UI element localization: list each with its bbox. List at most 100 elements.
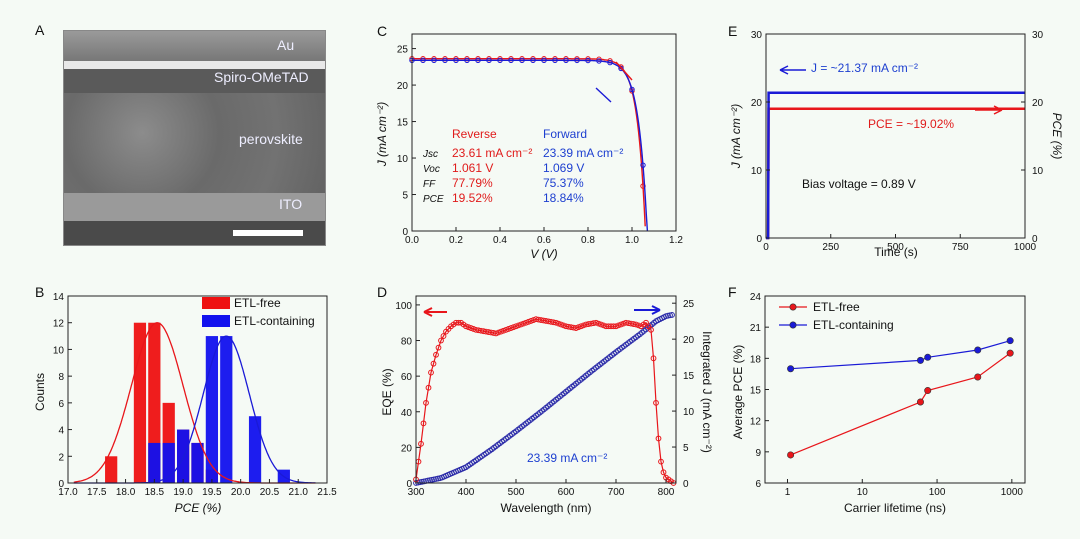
eqe-marker xyxy=(573,325,579,331)
panel-b-xtick-label: 18.0 xyxy=(116,487,136,498)
jv-forward-marker xyxy=(508,57,514,64)
jv-forward-marker xyxy=(420,57,426,64)
eqe-marker xyxy=(463,323,469,330)
perovskite-layer xyxy=(64,93,325,193)
j-trace xyxy=(766,91,1025,240)
panel-c-ytick-label: 0 xyxy=(402,227,408,238)
bar-etl-containing xyxy=(148,442,161,483)
bar-etl-free xyxy=(105,456,118,483)
eqe-marker xyxy=(438,337,444,344)
panel-e-xlabel: Time (s) xyxy=(874,245,918,259)
jv-forward-marker xyxy=(497,57,503,64)
panel-b-ytick-label: 12 xyxy=(53,319,65,330)
panel-d-y2tick-label: 5 xyxy=(683,443,689,454)
eqe-marker xyxy=(653,399,659,406)
panel-c-ytick-label: 10 xyxy=(397,154,409,165)
spiro-layer xyxy=(64,69,325,93)
eqe-marker xyxy=(423,399,429,406)
j-annotation: J = ~21.37 mA cm⁻² xyxy=(811,61,918,75)
panel-f-ytick-label: 21 xyxy=(750,323,762,334)
panel-b-frame xyxy=(67,295,328,484)
jv-forward-marker xyxy=(574,57,580,64)
jv-forward-marker xyxy=(453,57,459,64)
ito-layer xyxy=(64,193,325,221)
eqe-marker xyxy=(513,323,519,330)
point-etl-containing xyxy=(916,356,924,364)
table-value-forward: 75.37% xyxy=(543,176,584,190)
panel-f-ytick-label: 18 xyxy=(750,354,762,365)
point-etl-containing xyxy=(974,346,982,354)
panel-d-y2tick-label: 0 xyxy=(683,479,689,490)
eqe-marker xyxy=(523,319,529,326)
point-etl-free xyxy=(974,373,982,381)
panel-c-ytick-label: 5 xyxy=(402,191,408,202)
panel-c-xtick-label: 0.0 xyxy=(405,235,419,246)
panel-f-ytick-label: 9 xyxy=(755,448,761,459)
panel-d-xtick-label: 800 xyxy=(658,487,675,498)
panel-f-ytick-label: 15 xyxy=(750,386,762,397)
jv-forward-marker xyxy=(607,59,613,66)
panel-c-ytick-label: 25 xyxy=(397,45,409,56)
table-param-label: FF xyxy=(423,179,436,190)
legend-marker-etl-containing xyxy=(789,321,797,329)
spiro-label: Spiro-OMeTAD xyxy=(214,69,309,85)
panel-e-y2label: PCE (%) xyxy=(1050,113,1064,160)
eqe-marker xyxy=(615,322,622,329)
legend-marker-etl-free xyxy=(789,303,797,311)
table-header-reverse: Reverse xyxy=(452,127,497,141)
eqe-marker xyxy=(465,324,472,331)
panel-f-ytick-label: 6 xyxy=(755,479,761,490)
table-param-label: PCE xyxy=(423,194,444,205)
jv-reverse-curve xyxy=(412,58,646,227)
panel-d-ytick-label: 100 xyxy=(395,301,412,312)
panel-e-xtick-label: 500 xyxy=(887,242,904,253)
panel-e-ytick-label: 10 xyxy=(751,166,763,177)
legend-label-etl-containing: ETL-containing xyxy=(813,318,894,332)
panel-d-y2tick-label: 15 xyxy=(683,371,695,382)
eqe-marker xyxy=(518,321,524,328)
jv-forward-marker xyxy=(541,57,547,64)
au-label: Au xyxy=(277,37,295,53)
table-value-reverse: 23.61 mA cm⁻² xyxy=(452,146,532,160)
panel-d-xtick-label: 700 xyxy=(608,487,625,498)
j-axis-arrow xyxy=(779,65,806,75)
eqe-marker xyxy=(648,326,654,333)
panel-b-xtick-label: 21.0 xyxy=(288,487,308,498)
legend-label-etl-free: ETL-free xyxy=(813,300,860,314)
panel-b-ytick-label: 0 xyxy=(58,479,64,490)
panel-f-xtick-label: 100 xyxy=(929,487,946,498)
eqe-marker xyxy=(498,328,504,335)
bias-voltage-annotation: Bias voltage = 0.89 V xyxy=(802,177,916,191)
panel-e-xtick-label: 0 xyxy=(763,242,769,253)
ito-label: ITO xyxy=(279,196,303,212)
eqe-marker xyxy=(440,333,447,339)
point-etl-containing xyxy=(924,353,932,361)
eqe-marker xyxy=(593,319,599,326)
panel-c-xtick-label: 1.2 xyxy=(669,235,683,246)
table-value-reverse: 19.52% xyxy=(452,191,493,205)
jv-forward-marker xyxy=(552,57,558,64)
panel-d-ytick-label: 80 xyxy=(401,337,413,348)
eqe-marker xyxy=(430,360,437,367)
eqe-marker xyxy=(468,325,474,331)
eqe-marker xyxy=(510,324,517,331)
eqe-marker xyxy=(655,435,662,442)
table-param-label: Jsc xyxy=(422,149,438,160)
eqe-marker xyxy=(455,319,462,326)
panel-d-xtick-label: 400 xyxy=(458,487,475,498)
au-layer xyxy=(64,31,325,61)
table-value-forward: 1.069 V xyxy=(543,161,584,175)
point-etl-free xyxy=(916,398,924,406)
eqe-marker xyxy=(550,319,557,326)
panel-c-ylabel: J (mA cm⁻²) xyxy=(375,102,389,168)
pce-annotation: PCE = ~19.02% xyxy=(868,117,954,131)
panel-f-ylabel: Average PCE (%) xyxy=(731,345,745,439)
eqe-marker xyxy=(630,321,637,327)
point-etl-containing xyxy=(787,365,795,373)
panel-b-ylabel: Counts xyxy=(33,373,47,411)
eqe-marker xyxy=(493,330,499,337)
panel-e-ytick-label: 30 xyxy=(751,30,763,41)
perovskite-label: perovskite xyxy=(239,131,303,147)
panel-f-xtick-label: 1000 xyxy=(1001,487,1024,498)
